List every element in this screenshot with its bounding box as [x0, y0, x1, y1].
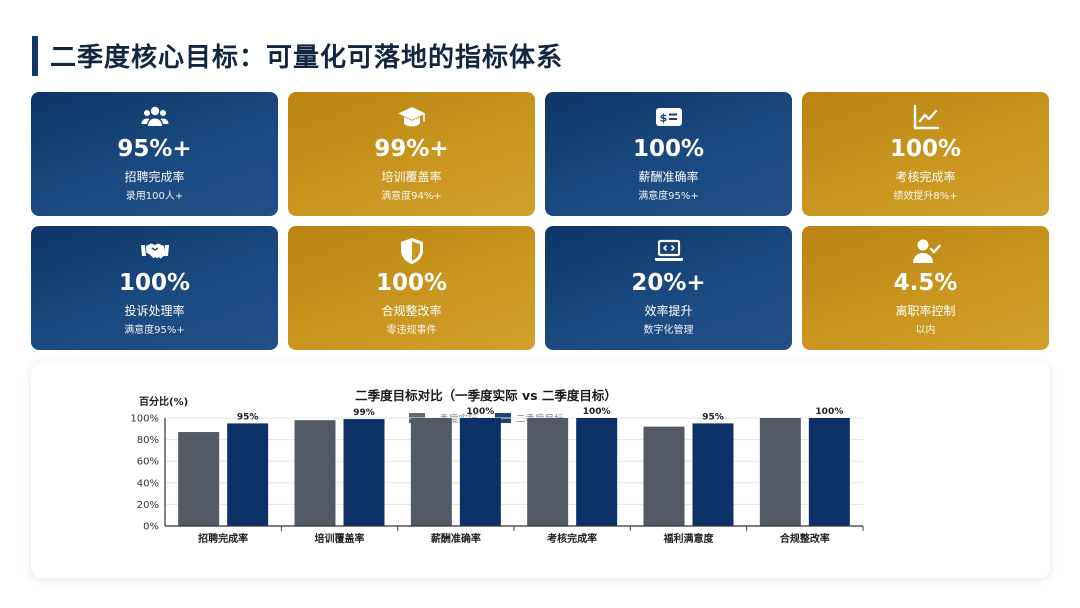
bar-actual: [527, 418, 569, 526]
kpi-value: 20%+: [631, 270, 706, 296]
y-tick-label: 40%: [137, 478, 159, 489]
graduation-cap-icon: [288, 102, 535, 132]
kpi-value: 100%: [632, 136, 705, 162]
svg-text:$: $: [659, 112, 667, 125]
bar-target: [227, 423, 269, 526]
kpi-card: 99%+ 培训覆盖率 满意度94%+: [288, 92, 535, 216]
laptop-code-icon: [545, 236, 792, 266]
kpi-sub: 满意度94%+: [381, 191, 442, 202]
kpi-label: 离职率控制: [895, 304, 956, 318]
data-label: 95%: [702, 412, 724, 422]
data-label: 99%: [353, 408, 375, 418]
bar-actual: [178, 432, 220, 526]
bar-target: [576, 418, 618, 526]
kpi-value: 100%: [889, 136, 962, 162]
chart-bars: 95% 99% 100% 100% 95% 100%: [178, 407, 850, 526]
y-tick-label: 80%: [137, 435, 159, 446]
kpi-value: 100%: [118, 270, 191, 296]
bar-target: [692, 423, 734, 526]
kpi-card: 20%+ 效率提升 数字化管理: [545, 226, 792, 350]
kpi-label: 投诉处理率: [124, 304, 185, 318]
kpi-sub: 绩效提升8%+: [893, 191, 958, 202]
bar-target: [459, 418, 501, 526]
kpi-sub: 以内: [915, 325, 936, 336]
chart-y-axis-label: 百分比(%): [139, 395, 188, 408]
users-icon: [31, 102, 278, 132]
chart-axes: 0% 20% 40% 60% 80% 100% 招聘完成率 培训覆盖率 薪酬准确率 考核完成率 福利…: [130, 414, 864, 545]
kpi-label: 薪酬准确率: [638, 170, 699, 184]
kpi-card: 95%+ 招聘完成率 录用100人+: [31, 92, 278, 216]
kpi-label: 效率提升: [644, 304, 693, 318]
data-label: 100%: [815, 407, 843, 417]
bar-target: [343, 419, 385, 526]
x-tick-label: 考核完成率: [547, 532, 597, 545]
comparison-bar-chart: 二季度目标对比（一季度实际 vs 二季度目标） 百分比(%) 一季度实际二季度目…: [130, 388, 864, 545]
kpi-card: 4.5% 离职率控制 以内: [802, 226, 1049, 350]
bar-target: [808, 418, 850, 526]
x-tick-label: 福利满意度: [663, 532, 715, 545]
y-tick-label: 100%: [130, 414, 159, 425]
y-tick-label: 0%: [143, 522, 159, 533]
page-title: 二季度核心目标：可量化可落地的指标体系: [50, 43, 564, 73]
kpi-label: 合规整改率: [381, 304, 442, 318]
kpi-value: 95%+: [117, 136, 192, 162]
kpi-card: 100% 投诉处理率 满意度95%+: [31, 226, 278, 350]
x-tick-label: 合规整改率: [779, 532, 830, 545]
y-tick-label: 60%: [137, 457, 159, 468]
kpi-label: 考核完成率: [895, 170, 956, 184]
kpi-value: 99%+: [374, 136, 449, 162]
kpi-sub: 零违规事件: [386, 325, 437, 336]
kpi-card: $ 100% 薪酬准确率 满意度95%+: [545, 92, 792, 216]
kpi-card: 100% 合规整改率 零违规事件: [288, 226, 535, 350]
kpi-card-grid: 95%+ 招聘完成率 录用100人+ 99%+ 培训覆盖率 满意度94%+ $ …: [31, 92, 1050, 350]
x-tick-label: 薪酬准确率: [431, 532, 481, 545]
kpi-sub: 满意度95%+: [124, 325, 185, 336]
bar-actual: [410, 418, 452, 526]
bar-actual: [759, 418, 801, 526]
kpi-value: 100%: [375, 270, 448, 296]
data-label: 100%: [583, 407, 611, 417]
bar-actual: [294, 420, 336, 526]
kpi-sub: 录用100人+: [125, 191, 184, 202]
user-check-icon: [802, 236, 1049, 266]
shield-icon: [288, 236, 535, 266]
kpi-sub: 数字化管理: [643, 325, 694, 336]
chart-title: 二季度目标对比（一季度实际 vs 二季度目标）: [355, 388, 617, 403]
x-tick-label: 培训覆盖率: [315, 532, 365, 545]
bar-actual: [643, 426, 685, 526]
kpi-sub: 满意度95%+: [638, 191, 699, 202]
handshake-icon: [31, 236, 278, 266]
x-tick-label: 招聘完成率: [198, 532, 248, 545]
kpi-label: 招聘完成率: [124, 170, 185, 184]
kpi-card: 100% 考核完成率 绩效提升8%+: [802, 92, 1049, 216]
title-accent-bar: [32, 36, 38, 76]
chart-grid: [165, 417, 863, 527]
line-chart-icon: [802, 102, 1049, 132]
money-bill-icon: $: [545, 102, 792, 132]
kpi-value: 4.5%: [893, 270, 958, 296]
y-tick-label: 20%: [137, 500, 159, 511]
comparison-chart-panel: 二季度目标对比（一季度实际 vs 二季度目标） 百分比(%) 一季度实际二季度目…: [31, 363, 1050, 578]
data-label: 95%: [237, 412, 259, 422]
kpi-label: 培训覆盖率: [381, 170, 442, 184]
data-label: 100%: [466, 407, 494, 417]
